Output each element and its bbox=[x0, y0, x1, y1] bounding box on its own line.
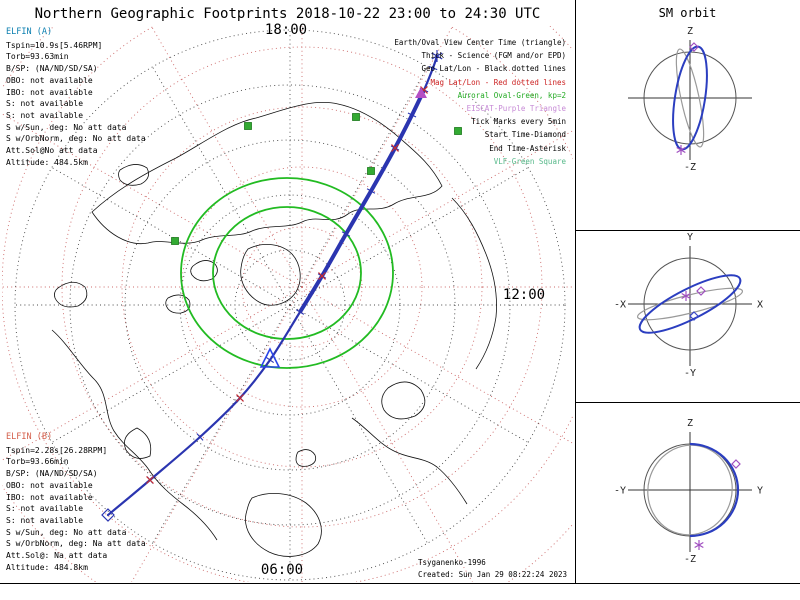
five-min-tick-mark bbox=[428, 65, 438, 71]
legend-line: Geo Lat/Lon - Black dotted lines bbox=[421, 64, 567, 74]
info-line: S w/OrbNorm, deg: Na att data bbox=[6, 539, 146, 549]
sm-orbit-title: SM orbit bbox=[658, 6, 717, 20]
info-line: OBO: not available bbox=[6, 480, 93, 490]
panel-divider-h2 bbox=[575, 402, 800, 403]
legend-line: Earth/Oval View Center Time (triangle) bbox=[394, 38, 566, 47]
axis-label-left: -Y bbox=[614, 486, 626, 497]
axis-label-top: Z bbox=[687, 418, 693, 429]
legend-line: VLF-Green Square bbox=[493, 156, 566, 166]
info-line: OBO: not available bbox=[6, 75, 93, 85]
info-line: S: not available bbox=[6, 99, 84, 109]
info-line: Altitude: 484.8km bbox=[6, 562, 88, 572]
info-line: B/SP: (NA/ND/SD/SA) bbox=[6, 469, 98, 479]
vlf-station-squares bbox=[171, 113, 462, 245]
axis-label-right: Y bbox=[757, 486, 763, 497]
legend-line: Tick Marks every 5min bbox=[471, 117, 566, 127]
page-title: Northern Geographic Footprints 2018-10-2… bbox=[34, 6, 541, 22]
info-line: S w/Sun, deg: No att data bbox=[6, 527, 127, 537]
info-line: S w/OrbNorm, deg: No att data bbox=[6, 134, 146, 144]
geographic-grid bbox=[14, 29, 566, 581]
legend-line: Auroral Oval-Green, kp=2 bbox=[457, 90, 566, 100]
axis-label-top: Z bbox=[687, 26, 693, 37]
magnetic-grid bbox=[2, 26, 573, 582]
info-line: Att.Sol@No att data bbox=[6, 146, 98, 156]
five-min-tick-mark bbox=[366, 188, 376, 194]
elfin-ground-track bbox=[101, 50, 443, 522]
created-timestamp: Created: Sun Jan 29 08:22:24 2023 bbox=[418, 570, 568, 579]
axis-label-right: X bbox=[757, 300, 763, 311]
axis-label-bottom: -Z bbox=[684, 162, 696, 173]
legend-line: Thick - Science (FGM and/or EPD) bbox=[421, 51, 567, 61]
bottom-border bbox=[0, 583, 800, 584]
orbit-far-side bbox=[647, 444, 733, 536]
eiscat-triangle bbox=[415, 87, 427, 98]
elfin-b-lines: Tspin=2.28s[26.28RPM] Torb=93.66min B/SP: … bbox=[6, 445, 146, 574]
info-line: IBO: not available bbox=[6, 492, 93, 502]
info-line: S w/Sun, deg: No att data bbox=[6, 122, 127, 132]
info-line: Altitude: 484.5km bbox=[6, 157, 88, 167]
info-line: Tspin=10.9s[5.46RPM] bbox=[6, 40, 103, 50]
view-center-time-triangle bbox=[259, 347, 281, 368]
info-line: S: not available bbox=[6, 515, 84, 525]
elfin-a-header: ELFIN (A) bbox=[6, 27, 53, 37]
axis-label-top: Y bbox=[687, 232, 693, 243]
axis-label-bottom: -Y bbox=[684, 368, 696, 379]
panel-divider-h1 bbox=[575, 230, 800, 231]
clock-label-18: 18:00 bbox=[264, 22, 308, 38]
five-min-tick-mark bbox=[295, 309, 305, 315]
five-min-tick-mark bbox=[341, 231, 351, 237]
info-line: B/SP: (NA/ND/SD/SA) bbox=[6, 64, 98, 74]
coastlines bbox=[51, 101, 497, 557]
axis-label-left: -X bbox=[614, 300, 626, 311]
orbit-far-side bbox=[675, 48, 705, 148]
earth-circle bbox=[643, 257, 737, 351]
sm-orbit-panel: Y -Y -X X bbox=[614, 232, 763, 379]
model-label: Tsyganenko-1996 bbox=[418, 558, 486, 567]
elfin-a-lines: Tspin=10.9s[5.46RPM] Torb=93.63min B/SP: (… bbox=[6, 40, 146, 169]
map-legend: Earth/Oval View Center Time (triangle) Th… bbox=[394, 36, 566, 168]
sm-orbit-panel: Z -Z bbox=[628, 26, 752, 173]
info-line: IBO: not available bbox=[6, 87, 93, 97]
five-min-tick-mark bbox=[265, 356, 275, 364]
elfin-b-info: ELFIN (B) Tspin=2.28s[26.28RPM] Torb=93.6… bbox=[6, 432, 146, 573]
orbit-near-side bbox=[689, 442, 740, 538]
panel-divider-vertical bbox=[575, 0, 576, 584]
legend-line: Mag Lat/Lon - Red dotted lines bbox=[430, 77, 566, 87]
info-line: Torb=93.63min bbox=[6, 52, 69, 62]
sm-orbit-panel: Z -Z -Y Y bbox=[614, 418, 763, 565]
info-line: Torb=93.66min bbox=[6, 457, 69, 467]
info-line: Att.Sol@: Na att data bbox=[6, 551, 108, 561]
clock-label-06: 06:00 bbox=[260, 562, 304, 578]
clock-label-12: 12:00 bbox=[502, 287, 546, 303]
info-line: S: not available bbox=[6, 504, 84, 514]
axis-label-bottom: -Z bbox=[684, 554, 696, 565]
five-min-tick-mark bbox=[407, 112, 417, 118]
legend-line: End Time-Asterisk bbox=[489, 143, 566, 153]
five-min-tick-mark bbox=[196, 433, 204, 441]
elfin-a-info: ELFIN (A) Tspin=10.9s[5.46RPM] Torb=93.63… bbox=[6, 27, 146, 168]
legend-line: EISCAT-Purple Triangle bbox=[466, 104, 566, 114]
info-line: Tspin=2.28s[26.28RPM] bbox=[6, 445, 108, 455]
auroral-oval bbox=[180, 177, 394, 369]
info-line: S: not available bbox=[6, 110, 84, 120]
legend-line: Start Time-Diamond bbox=[484, 130, 566, 140]
elfin-b-header: ELFIN (B) bbox=[6, 432, 53, 442]
